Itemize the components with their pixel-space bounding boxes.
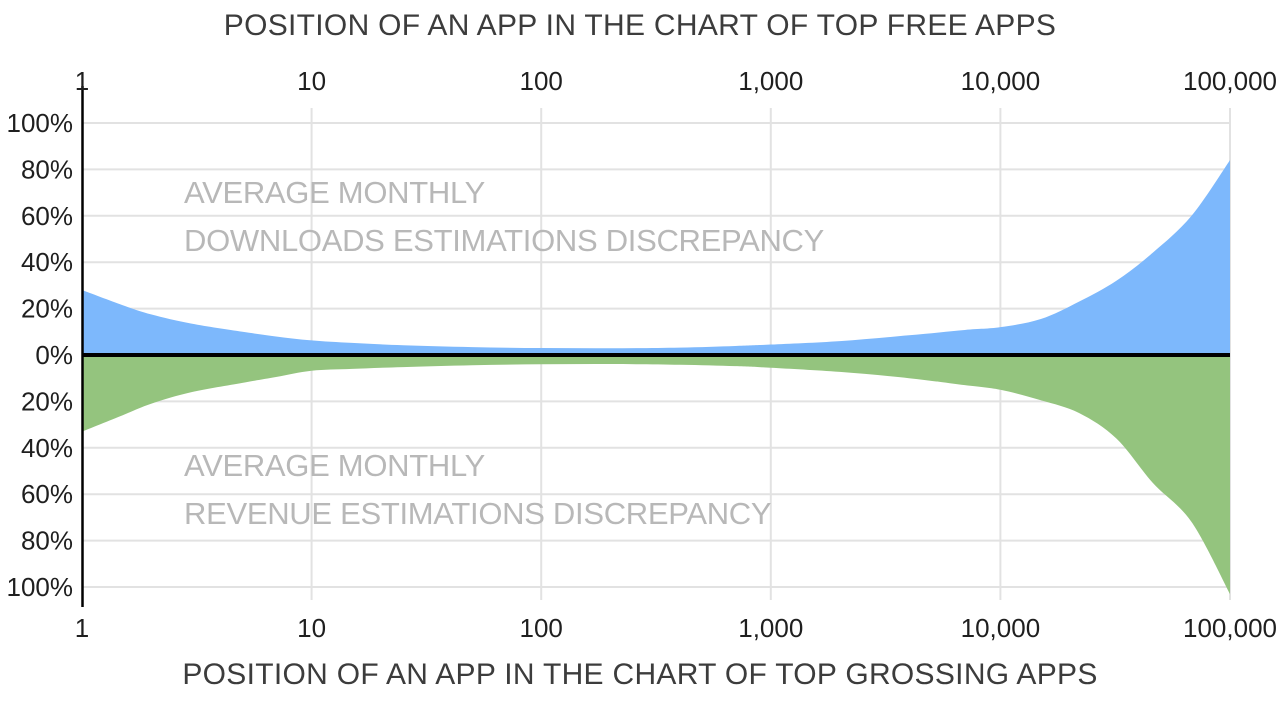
x-tick-label-top: 1 [75, 66, 89, 96]
x-tick-label-bottom: 1,000 [738, 613, 803, 643]
x-tick-label-top: 10 [297, 66, 326, 96]
y-tick-label: 20% [21, 294, 73, 324]
y-tick-label: 60% [21, 201, 73, 231]
downloads-discrepancy-label: AVERAGE MONTHLY [184, 175, 485, 210]
revenue-discrepancy-label: REVENUE ESTIMATIONS DISCREPANCY [184, 496, 771, 531]
downloads-discrepancy-area [82, 160, 1230, 355]
revenue-discrepancy-label: AVERAGE MONTHLY [184, 448, 485, 483]
y-tick-label: 0% [35, 340, 73, 370]
top-axis-title: POSITION OF AN APP IN THE CHART OF TOP F… [223, 9, 1057, 42]
y-tick-label: 100% [7, 108, 74, 138]
y-tick-label: 60% [21, 479, 73, 509]
x-tick-label-top: 1,000 [738, 66, 803, 96]
x-tick-label-top: 10,000 [961, 66, 1041, 96]
x-tick-label-bottom: 100,000 [1183, 613, 1277, 643]
y-tick-label: 40% [21, 247, 73, 277]
y-tick-label: 40% [21, 433, 73, 463]
x-tick-label-top: 100 [520, 66, 563, 96]
x-tick-label-bottom: 1 [75, 613, 89, 643]
y-tick-label: 100% [7, 572, 74, 602]
x-tick-label-top: 100,000 [1183, 66, 1277, 96]
x-tick-label-bottom: 100 [520, 613, 563, 643]
y-tick-label: 80% [21, 154, 73, 184]
x-tick-label-bottom: 10,000 [961, 613, 1041, 643]
downloads-discrepancy-label: DOWNLOADS ESTIMATIONS DISCREPANCY [184, 223, 824, 258]
y-tick-label: 20% [21, 386, 73, 416]
x-tick-label-bottom: 10 [297, 613, 326, 643]
bottom-axis-title: POSITION OF AN APP IN THE CHART OF TOP G… [182, 658, 1098, 691]
revenue-discrepancy-area [82, 355, 1230, 594]
y-tick-label: 80% [21, 526, 73, 556]
